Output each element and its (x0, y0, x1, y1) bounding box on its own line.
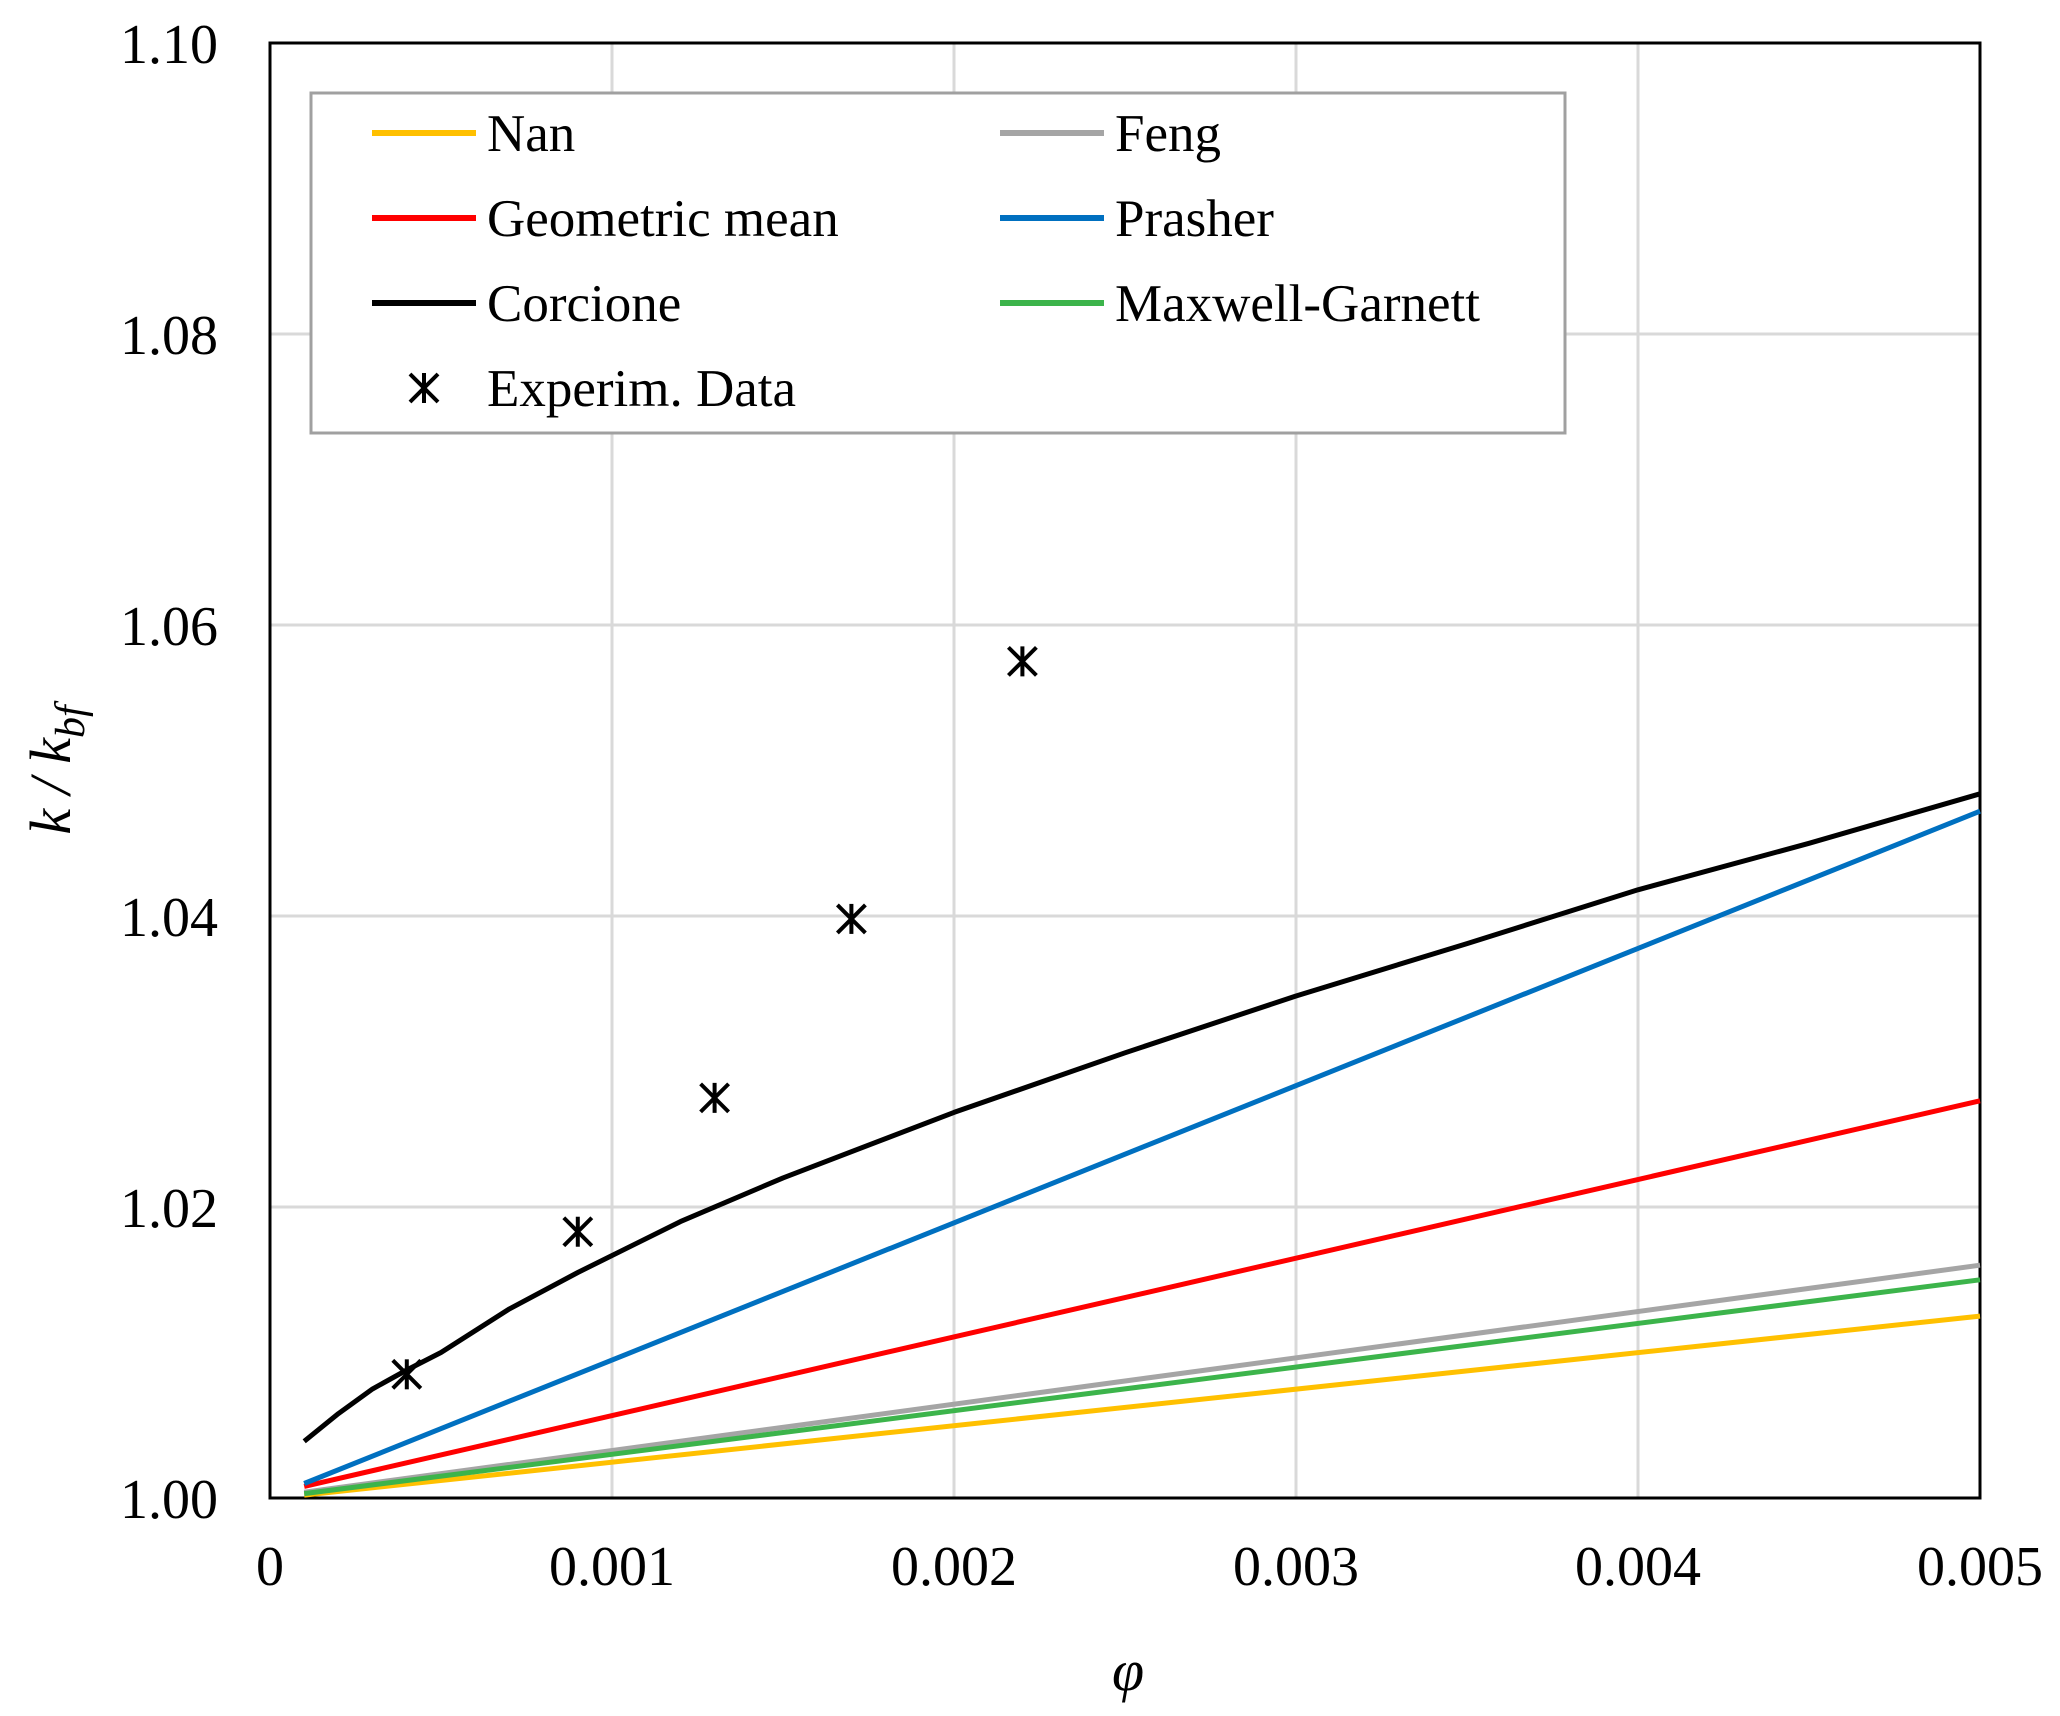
x-tick-label: 0.002 (891, 1536, 1017, 1598)
y-tick-label: 1.06 (120, 596, 218, 658)
legend-item-prasher: Prasher (1000, 190, 1274, 248)
x-tick-label: 0.001 (549, 1536, 675, 1598)
y-axis-label-subscript: bf (48, 700, 94, 738)
series-line-nan (303, 1313, 1981, 1498)
y-tick-labels: 1.00 1.02 1.04 1.06 1.08 1.10 (120, 14, 218, 1531)
y-tick-label: 1.00 (120, 1469, 218, 1531)
legend-marker (408, 372, 440, 404)
x-tick-label: 0.003 (1233, 1536, 1359, 1598)
series-line-prasher (303, 808, 1981, 1486)
x-axis-label: φ (1112, 1638, 1144, 1703)
legend-label: Corcione (487, 275, 681, 333)
plot-area-frame (268, 41, 1982, 1500)
series-lines (302, 791, 1981, 1498)
legend-label: Geometric mean (487, 190, 839, 248)
legend-item-maxwell-garnett: Maxwell-Garnett (1000, 275, 1480, 333)
series-line-feng (303, 1262, 1981, 1495)
y-tick-label: 1.02 (120, 1178, 218, 1240)
legend-label: Feng (1115, 105, 1221, 163)
data-point (562, 1216, 594, 1248)
legend-item-nan: Nan (372, 105, 575, 163)
y-axis-label: k / kbf (18, 700, 94, 835)
legend-item-corcione: Corcione (372, 275, 681, 333)
series-line-geometric-mean (303, 1098, 1981, 1489)
x-tick-label: 0.005 (1917, 1536, 2043, 1598)
x-tick-labels: 0 0.001 0.002 0.003 0.004 0.005 (256, 1536, 2043, 1598)
legend-item-geometric-mean: Geometric mean (372, 190, 839, 248)
y-tick-label: 1.04 (120, 887, 218, 949)
legend-label: Maxwell-Garnett (1115, 275, 1480, 333)
legend: Nan Feng Geometric mean Prasher Corcione Maxw… (309, 91, 1567, 435)
legend-item-feng: Feng (1000, 105, 1221, 163)
experimental-points (391, 645, 1038, 1390)
x-tick-label: 0 (256, 1536, 284, 1598)
legend-box (309, 91, 1567, 435)
legend-label: Nan (487, 105, 575, 163)
data-point (1006, 645, 1038, 677)
x-tick-label: 0.004 (1575, 1536, 1701, 1598)
legend-label: Experim. Data (487, 360, 796, 418)
data-point (835, 903, 867, 935)
legend-item-experim-data: Experim. Data (408, 360, 796, 418)
y-tick-label: 1.10 (120, 14, 218, 76)
data-point (699, 1082, 731, 1114)
data-point (391, 1358, 423, 1390)
legend-label: Prasher (1115, 190, 1274, 248)
y-axis-label-main: k / k (18, 737, 83, 835)
y-tick-label: 1.08 (120, 305, 218, 367)
series-line-corcione (302, 791, 1981, 1444)
svg-text:k / kbf: k / kbf (18, 700, 94, 835)
series-line-maxwell-garnett (303, 1277, 1981, 1497)
